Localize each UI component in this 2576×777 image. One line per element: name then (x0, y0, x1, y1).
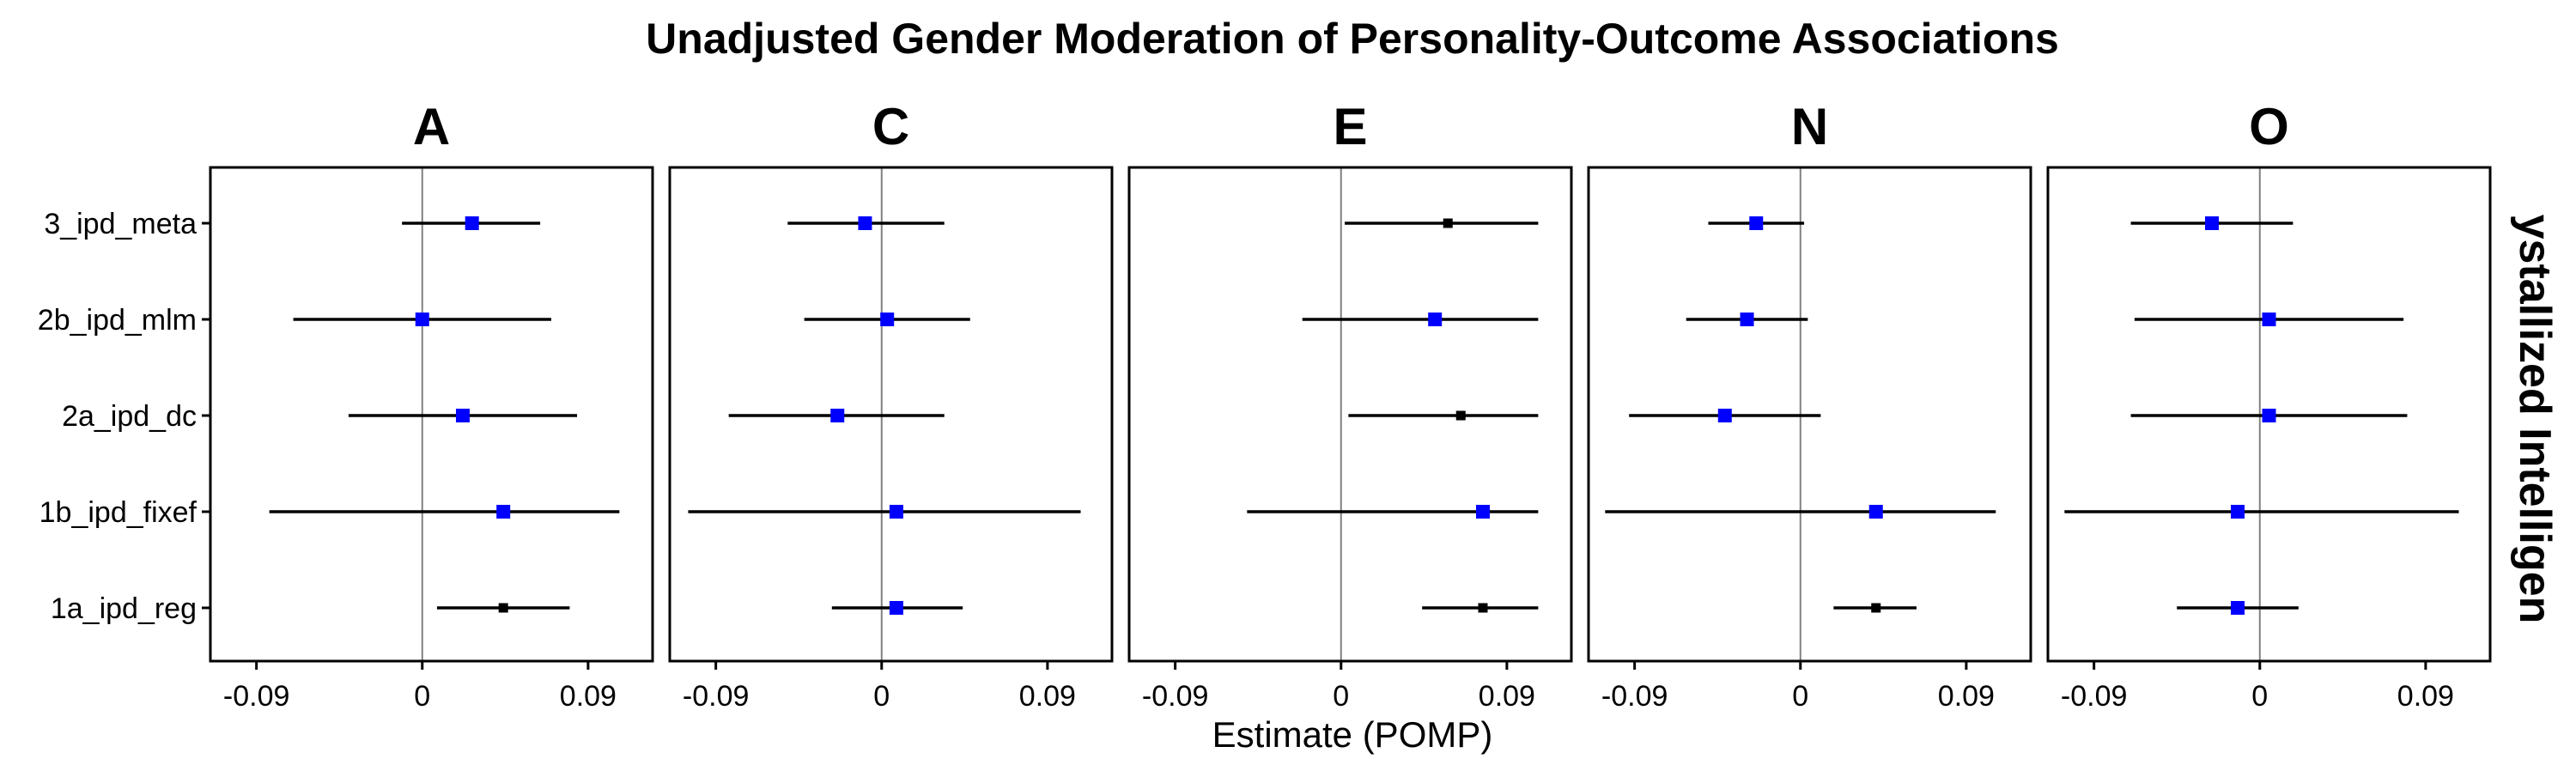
point-A-1a_ipd_reg (498, 603, 508, 613)
x-axis-title: Estimate (POMP) (1212, 714, 1493, 755)
point-E-2b_ipd_mlm (1428, 313, 1443, 326)
panel-border-N (1587, 166, 2032, 663)
point-E-3_ipd_meta (1443, 218, 1453, 228)
point-E-1a_ipd_reg (1478, 603, 1488, 613)
y-tick-label-3_ipd_meta: 3_ipd_meta (44, 208, 197, 240)
x-tick-label-A-0: -0.09 (223, 680, 290, 713)
facet-label-N: N (1791, 98, 1828, 155)
facet-label-O: O (2249, 98, 2289, 155)
x-tick-label-O-0: -0.09 (2061, 680, 2128, 713)
facet-label-C: C (872, 98, 909, 155)
point-N-2a_ipd_dc (1717, 409, 1732, 422)
point-C-3_ipd_meta (858, 216, 872, 230)
x-tick-label-A-2: 0.09 (560, 680, 617, 713)
strip-label: ystallized Intelligen (2510, 215, 2560, 624)
point-C-1b_ipd_fixef (889, 505, 903, 519)
point-O-1b_ipd_fixef (2231, 505, 2245, 519)
x-tick-label-E-0: -0.09 (1142, 680, 1209, 713)
panel-border-E (1127, 166, 1573, 663)
point-N-3_ipd_meta (1749, 216, 1764, 230)
chart-title: Unadjusted Gender Moderation of Personal… (646, 15, 2059, 63)
point-O-3_ipd_meta (2204, 216, 2219, 230)
x-tick-label-C-2: 0.09 (1019, 680, 1076, 713)
point-A-2a_ipd_dc (455, 409, 470, 422)
panels-group: A -0.09 0 0.09 C -0.09 0 0.09 E -0.09 0 0.09 N -0.09 0… (38, 98, 2492, 713)
point-A-2b_ipd_mlm (415, 313, 429, 326)
point-C-1a_ipd_reg (889, 601, 903, 615)
point-O-1a_ipd_reg (2231, 601, 2245, 615)
facet-label-A: A (413, 98, 450, 155)
x-tick-label-A-1: 0 (414, 680, 430, 713)
x-tick-label-N-1: 0 (1792, 680, 1808, 713)
x-tick-label-O-1: 0 (2251, 680, 2268, 713)
x-tick-label-C-1: 0 (873, 680, 890, 713)
x-tick-label-N-2: 0.09 (1938, 680, 1995, 713)
point-A-1b_ipd_fixef (496, 505, 511, 519)
point-O-2a_ipd_dc (2262, 409, 2276, 422)
x-tick-label-O-2: 0.09 (2397, 680, 2454, 713)
y-tick-label-2b_ipd_mlm: 2b_ipd_mlm (38, 304, 197, 337)
x-tick-label-E-2: 0.09 (1479, 680, 1535, 713)
point-N-2b_ipd_mlm (1740, 313, 1754, 326)
point-N-1b_ipd_fixef (1868, 505, 1883, 519)
facet-label-E: E (1333, 98, 1367, 155)
y-tick-label-1a_ipd_reg: 1a_ipd_reg (51, 592, 197, 625)
panel-border-O (2046, 166, 2492, 663)
point-O-2b_ipd_mlm (2262, 313, 2276, 326)
x-tick-label-E-1: 0 (1333, 680, 1349, 713)
point-E-1b_ipd_fixef (1476, 505, 1490, 519)
point-A-3_ipd_meta (465, 216, 479, 230)
y-tick-label-2a_ipd_dc: 2a_ipd_dc (62, 400, 197, 433)
x-tick-label-N-0: -0.09 (1601, 680, 1668, 713)
y-tick-label-1b_ipd_fixef: 1b_ipd_fixef (39, 496, 197, 529)
point-C-2b_ipd_mlm (880, 313, 895, 326)
point-C-2a_ipd_dc (830, 409, 845, 422)
panel-border-C (668, 166, 1114, 663)
point-N-1a_ipd_reg (1871, 603, 1881, 613)
x-tick-label-C-0: -0.09 (683, 680, 750, 713)
point-E-2a_ipd_dc (1455, 410, 1466, 421)
